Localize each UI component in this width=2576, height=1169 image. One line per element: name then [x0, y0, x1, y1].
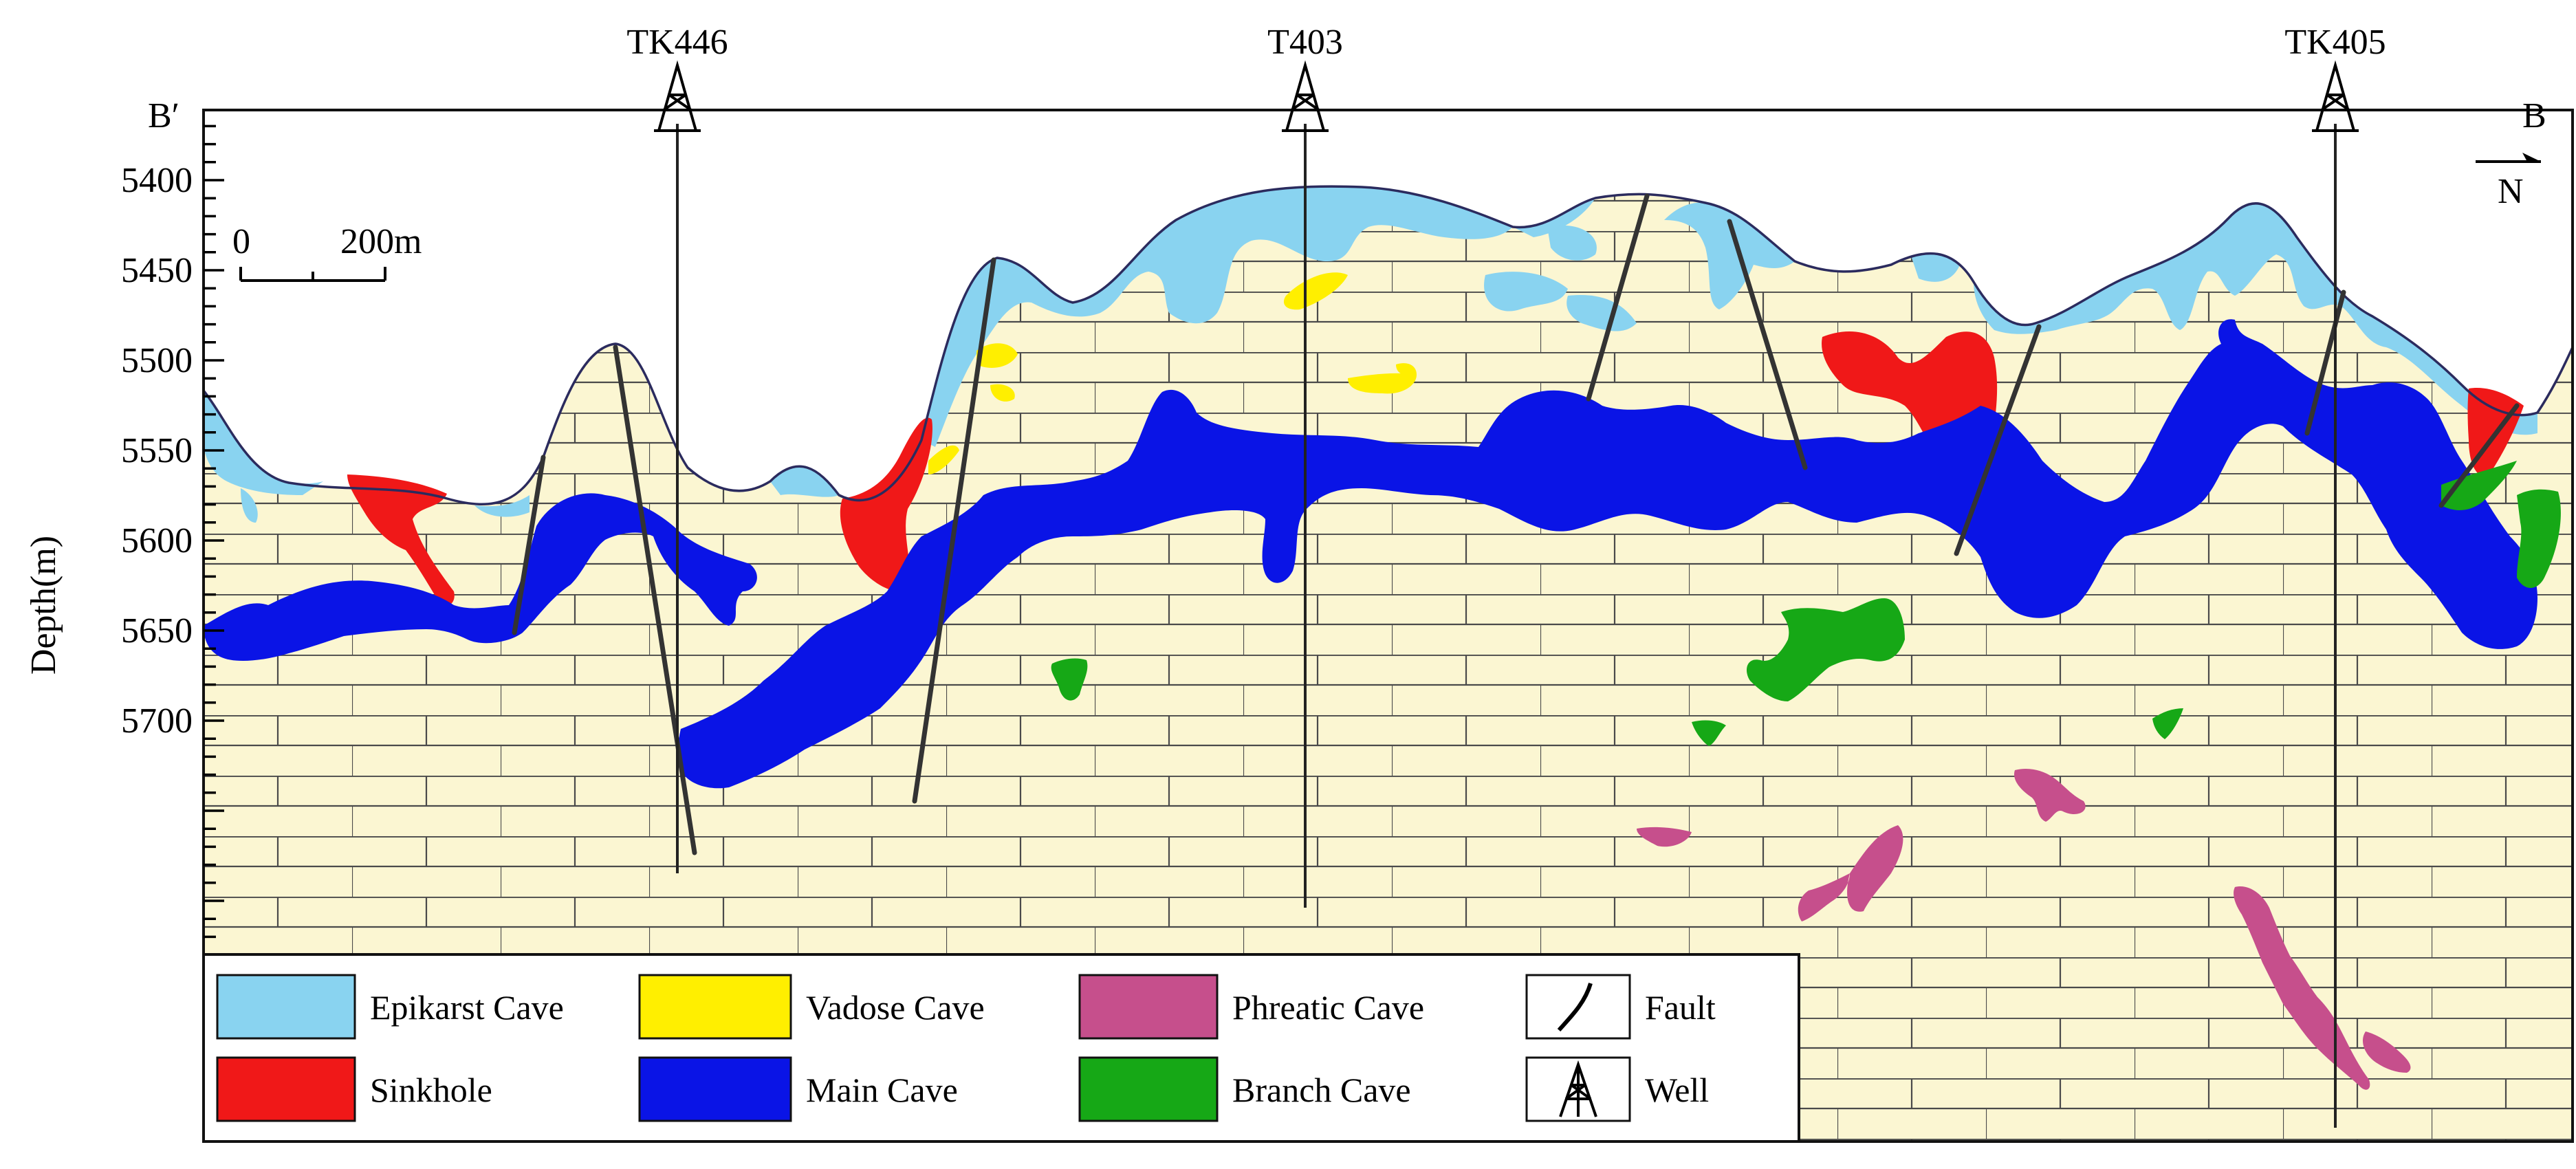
depth-tick-label: 5600: [121, 521, 193, 560]
derrick-icon: [657, 60, 697, 131]
sinkhole: [347, 474, 455, 606]
legend: Epikarst Cave Vadose Cave Phreatic Cave Fau…: [202, 953, 1800, 1143]
well-label: TK446: [626, 23, 728, 62]
depth-tick-label: 5650: [121, 611, 193, 651]
faults: [512, 193, 2520, 855]
legend-item-phreatic: Phreatic Cave: [1078, 974, 1424, 1040]
fault-icon: [1557, 983, 1593, 1032]
fault-line: [912, 257, 996, 804]
derrick-icon: [1559, 1060, 1597, 1117]
fault-line: [512, 455, 546, 635]
phreatic-cave: [2362, 1031, 2411, 1073]
legend-swatch: [216, 974, 356, 1040]
scale-bar-distance-label: 200m: [340, 222, 422, 261]
legend-item-epikarst: Epikarst Cave: [216, 974, 564, 1040]
branch-cave: [1051, 658, 1088, 701]
epikarst-cave: [241, 488, 258, 523]
main-cave: [678, 319, 2537, 789]
epikarst-cave: [770, 466, 839, 497]
well-label: TK405: [2284, 23, 2386, 62]
main-caves: [204, 319, 2537, 789]
fault-line: [1586, 193, 1650, 402]
legend-item-vadose: Vadose Cave: [638, 974, 985, 1040]
legend-swatch: [638, 1056, 792, 1122]
branch-cave: [1747, 598, 1905, 701]
north-label: N: [2498, 172, 2524, 211]
legend-item-well: Well: [1525, 1056, 1709, 1122]
legend-label: Sinkhole: [370, 1071, 492, 1109]
depth-tick-label: 5550: [121, 431, 193, 470]
epikarst-cave: [1664, 202, 1795, 309]
depth-axis: 5400 5450 5500 5550 5600 5650 5700: [121, 124, 224, 1119]
well-tk405: TK405: [2284, 23, 2386, 132]
well-bores: [676, 124, 2337, 1128]
legend-item-sinkhole: Sinkhole: [216, 1056, 492, 1122]
phreatic-cave: [2014, 769, 2086, 822]
section-right-end-label: B: [2522, 96, 2546, 135]
branch-cave: [1692, 720, 1726, 746]
depth-tick-label: 5450: [121, 251, 193, 290]
epikarst-cave: [1547, 225, 1597, 261]
north-arrow: N: [2476, 153, 2541, 211]
legend-label: Vadose Cave: [806, 988, 985, 1027]
depth-tick-label: 5700: [121, 701, 193, 741]
vadose-cave: [990, 384, 1015, 402]
well-t403: T403: [1267, 23, 1343, 132]
legend-label: Well: [1645, 1071, 1709, 1109]
depth-tick-label: 5400: [121, 161, 193, 200]
phreatic-cave: [1798, 825, 1903, 921]
fault-line: [2304, 289, 2346, 436]
karst-surface-line: [202, 185, 2574, 505]
legend-label: Phreatic Cave: [1232, 988, 1424, 1027]
phreatic-cave: [1637, 827, 1692, 847]
epikarst-cave: [1484, 272, 1568, 312]
epikarst-cave: [204, 391, 323, 495]
legend-swatch: [1078, 1056, 1219, 1122]
vadose-cave: [1396, 363, 1417, 376]
fault-line: [613, 345, 697, 855]
scale-bar: [239, 267, 386, 282]
epikarst-cave: [474, 495, 530, 517]
main-cave: [204, 493, 757, 662]
legend-label: Branch Cave: [1232, 1071, 1411, 1109]
depth-axis-title: Depth(m): [24, 536, 63, 675]
scale-bar-zero-label: 0: [232, 222, 250, 261]
vadose-cave: [1283, 272, 1348, 310]
legend-swatch: [638, 974, 792, 1040]
epikarst-cave: [1567, 295, 1637, 331]
vadose-caves: [928, 272, 1417, 474]
fault-line: [2438, 403, 2520, 508]
vadose-cave: [976, 343, 1018, 368]
derrick-icon: [1285, 60, 1325, 131]
vadose-cave: [1348, 373, 1417, 394]
fault-line: [1954, 324, 2042, 556]
legend-swatch: [1078, 974, 1219, 1040]
legend-label: Fault: [1645, 988, 1716, 1027]
legend-item-branch: Branch Cave: [1078, 1056, 1411, 1122]
section-left-end-label: B′: [148, 96, 179, 135]
legend-swatch: [216, 1056, 356, 1122]
legend-label: Main Cave: [806, 1071, 958, 1109]
fault-line: [1727, 219, 1808, 470]
legend-label: Epikarst Cave: [370, 988, 564, 1027]
legend-item-main: Main Cave: [638, 1056, 958, 1122]
epikarst-cave: [921, 186, 1513, 447]
branch-cave: [2441, 461, 2517, 510]
depth-tick-label: 5500: [121, 341, 193, 380]
legend-item-fault: Fault: [1525, 974, 1716, 1040]
epikarst-cave: [1912, 253, 1960, 282]
derrick-icon: [2315, 60, 2355, 131]
well-heads: TK446 T403 TK405: [626, 23, 2386, 132]
vadose-cave: [928, 445, 959, 474]
branch-cave: [2152, 708, 2183, 739]
branch-cave: [2517, 489, 2561, 588]
branch-caves: [1051, 461, 2561, 746]
well-label: T403: [1267, 23, 1343, 62]
well-tk446: TK446: [626, 23, 728, 132]
